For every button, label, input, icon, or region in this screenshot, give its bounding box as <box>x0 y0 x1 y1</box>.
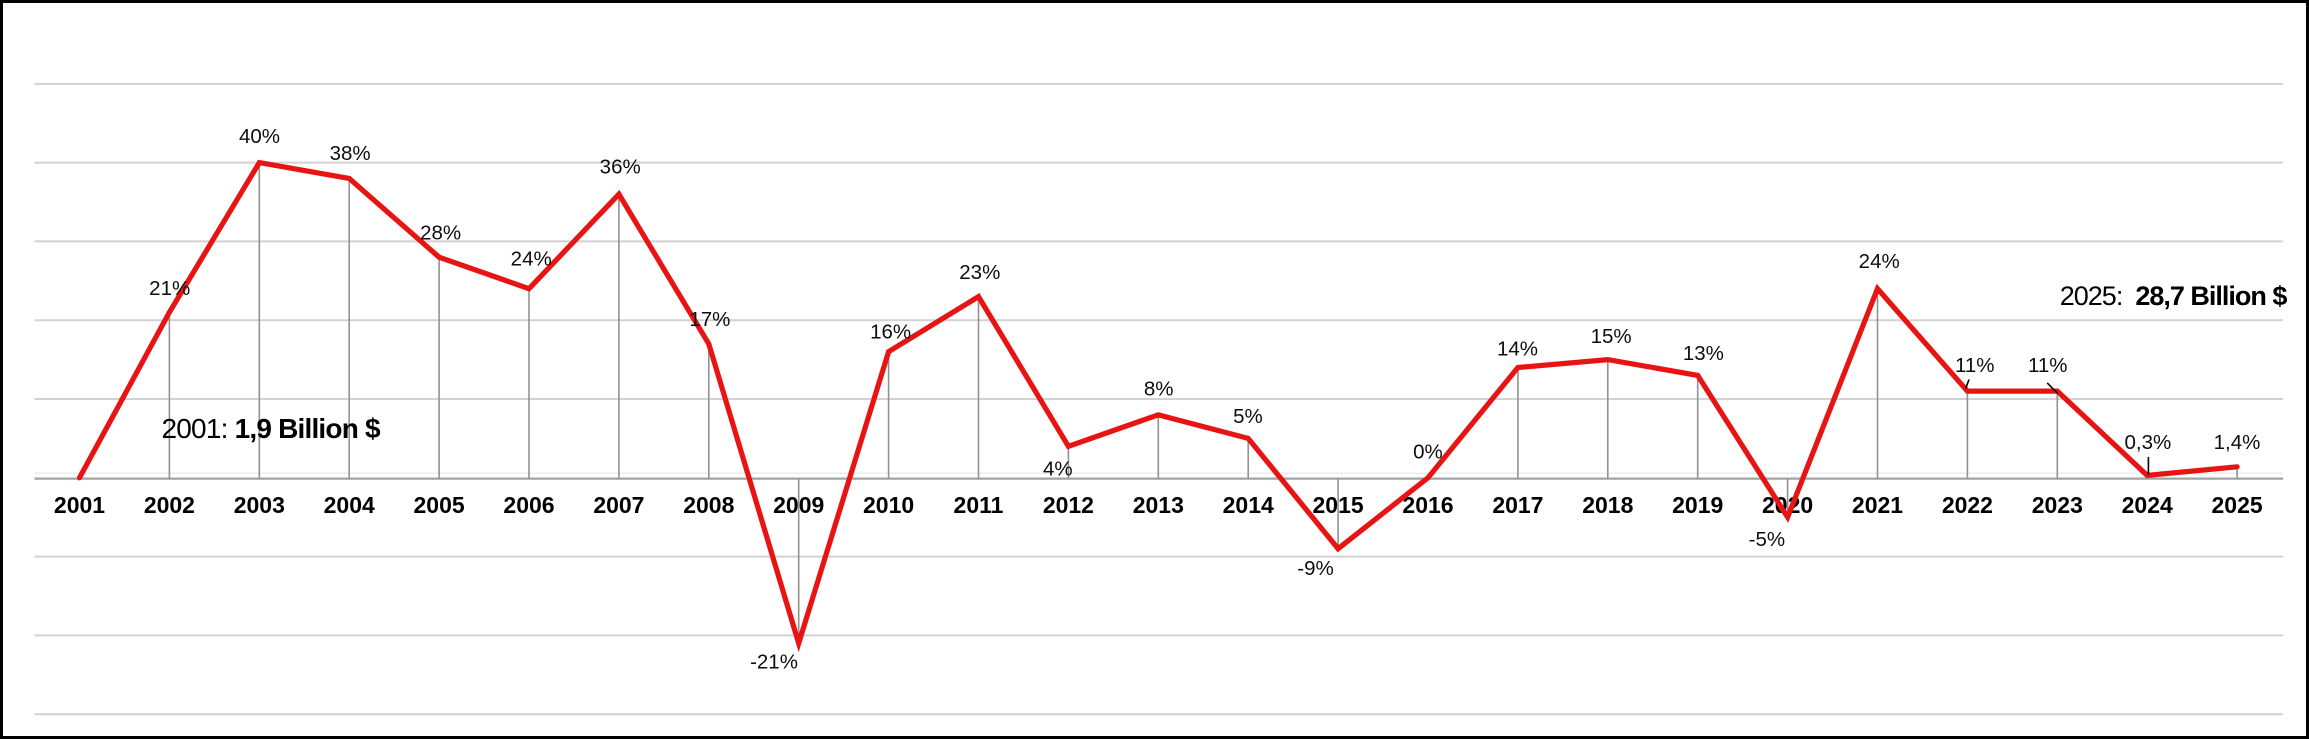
svg-text:2021: 2021 <box>1852 492 1903 518</box>
svg-text:2019: 2019 <box>1672 492 1723 518</box>
svg-text:2002: 2002 <box>144 492 195 518</box>
svg-text:2013: 2013 <box>1133 492 1184 518</box>
svg-text:-21%: -21% <box>750 651 798 674</box>
svg-text:2003: 2003 <box>234 492 285 518</box>
svg-text:1,4%: 1,4% <box>2214 431 2261 454</box>
svg-text:8%: 8% <box>1144 378 1174 401</box>
svg-text:36%: 36% <box>600 156 641 179</box>
svg-text:2006: 2006 <box>503 492 554 518</box>
svg-text:2023: 2023 <box>2032 492 2083 518</box>
svg-text:2010: 2010 <box>863 492 914 518</box>
svg-text:38%: 38% <box>330 142 371 165</box>
svg-text:23%: 23% <box>959 261 1000 284</box>
svg-text:2022: 2022 <box>1942 492 1993 518</box>
svg-text:-9%: -9% <box>1297 557 1333 580</box>
svg-text:2024: 2024 <box>2122 492 2173 518</box>
svg-text:24%: 24% <box>1859 250 1900 273</box>
svg-text:2012: 2012 <box>1043 492 1094 518</box>
svg-text:2001: 2001 <box>54 492 105 518</box>
svg-text:2011: 2011 <box>954 492 1004 518</box>
svg-text:11%: 11% <box>1955 354 1995 377</box>
svg-text:2016: 2016 <box>1402 492 1453 518</box>
svg-text:13%: 13% <box>1683 342 1724 365</box>
svg-text:2017: 2017 <box>1492 492 1543 518</box>
svg-text:11%: 11% <box>2028 354 2068 377</box>
svg-text:2025: 28,7 Billion $: 2025: 28,7 Billion $ <box>2060 281 2288 311</box>
svg-text:2001: 1,9 Billion $: 2001: 1,9 Billion $ <box>162 413 381 444</box>
svg-text:2014: 2014 <box>1223 492 1274 518</box>
svg-text:5%: 5% <box>1233 405 1263 428</box>
svg-text:2015: 2015 <box>1313 492 1364 518</box>
svg-text:28%: 28% <box>420 222 461 245</box>
svg-text:16%: 16% <box>870 321 911 344</box>
svg-text:2004: 2004 <box>324 492 375 518</box>
svg-text:2008: 2008 <box>683 492 734 518</box>
svg-text:24%: 24% <box>511 248 552 271</box>
svg-text:15%: 15% <box>1591 325 1632 348</box>
svg-text:0,3%: 0,3% <box>2125 431 2172 454</box>
svg-text:17%: 17% <box>689 308 730 331</box>
svg-text:2018: 2018 <box>1582 492 1633 518</box>
svg-text:2007: 2007 <box>593 492 644 518</box>
svg-text:2025: 2025 <box>2212 492 2263 518</box>
svg-text:2005: 2005 <box>414 492 465 518</box>
svg-text:2009: 2009 <box>773 492 824 518</box>
svg-text:-5%: -5% <box>1749 528 1785 551</box>
svg-text:21%: 21% <box>149 277 190 300</box>
svg-text:14%: 14% <box>1497 338 1538 361</box>
svg-text:4%: 4% <box>1043 458 1073 481</box>
svg-text:0%: 0% <box>1413 441 1443 464</box>
svg-text:40%: 40% <box>239 125 280 148</box>
